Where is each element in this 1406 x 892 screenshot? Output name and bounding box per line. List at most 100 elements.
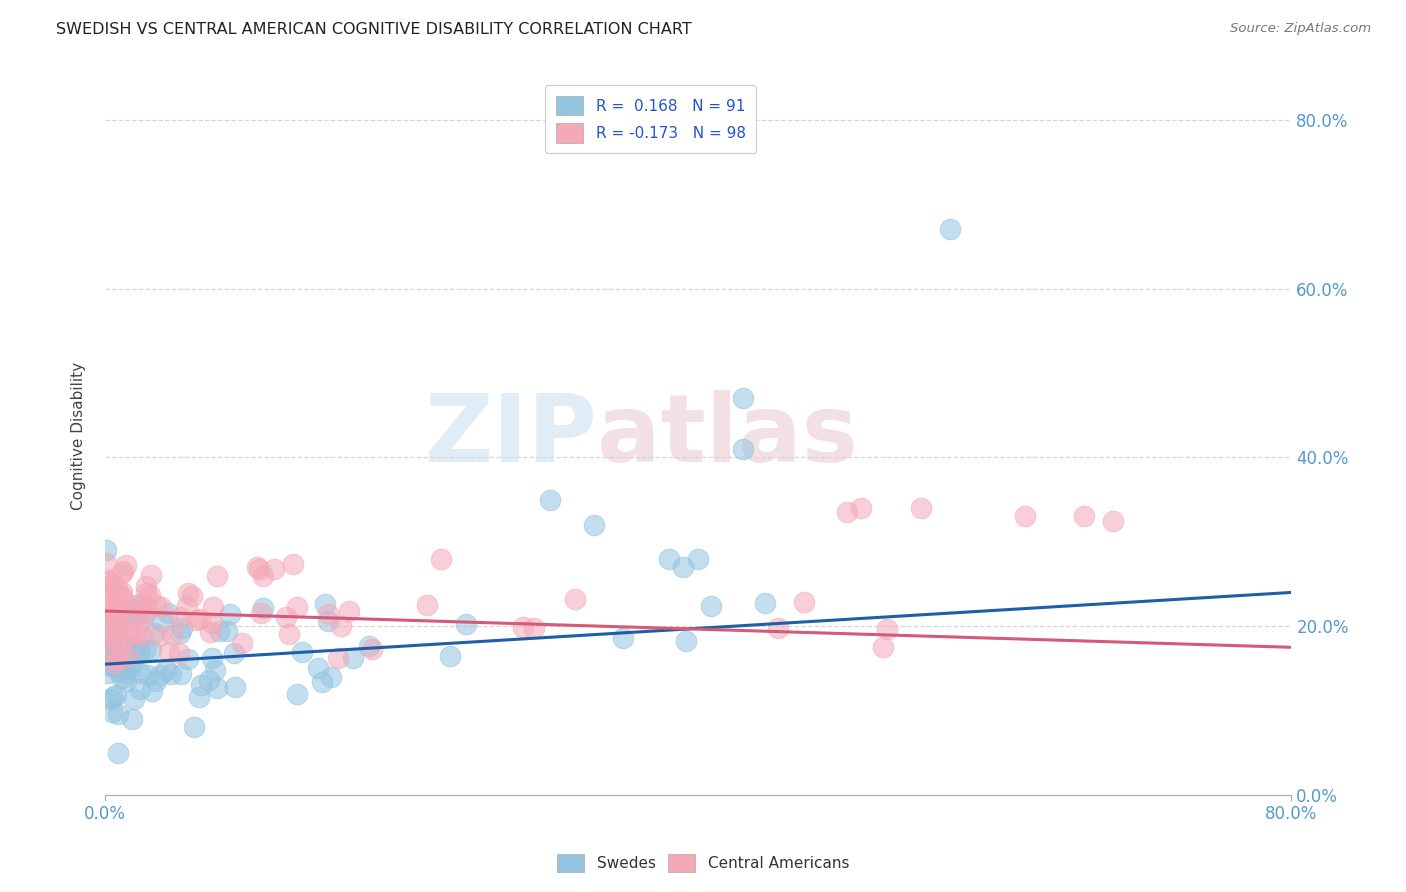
Point: [107, 626, 129, 640]
Point: [157, 645, 180, 659]
Point: [851, 501, 873, 516]
Point: [108, 622, 131, 636]
Point: [105, 689, 128, 703]
Point: [285, 687, 308, 701]
Point: [219, 607, 242, 621]
Point: [224, 681, 246, 695]
Point: [675, 634, 697, 648]
Point: [128, 605, 150, 619]
Point: [124, 600, 146, 615]
Point: [291, 645, 314, 659]
Point: [1073, 509, 1095, 524]
Point: [181, 589, 204, 603]
Point: [120, 626, 142, 640]
Point: [139, 588, 162, 602]
Point: [658, 551, 681, 566]
Point: [96, 574, 118, 589]
Point: [115, 558, 138, 573]
Point: [357, 639, 380, 653]
Point: [117, 624, 139, 638]
Point: [612, 632, 634, 646]
Point: [100, 617, 122, 632]
Point: [307, 661, 329, 675]
Point: [198, 673, 221, 688]
Point: [145, 599, 167, 613]
Point: [117, 601, 139, 615]
Point: [98, 580, 121, 594]
Point: [150, 615, 173, 629]
Point: [107, 649, 129, 664]
Point: [127, 608, 149, 623]
Point: [125, 598, 148, 612]
Point: [430, 551, 453, 566]
Point: [100, 659, 122, 673]
Point: [128, 665, 150, 680]
Point: [104, 603, 127, 617]
Point: [170, 621, 193, 635]
Point: [108, 657, 131, 671]
Point: [754, 596, 776, 610]
Point: [326, 650, 349, 665]
Point: [564, 592, 586, 607]
Point: [454, 617, 477, 632]
Point: [110, 589, 132, 603]
Point: [150, 600, 173, 615]
Point: [224, 646, 246, 660]
Point: [103, 648, 125, 662]
Point: [205, 681, 228, 695]
Point: [311, 675, 333, 690]
Point: [101, 634, 124, 648]
Point: [201, 651, 224, 665]
Point: [96, 543, 118, 558]
Point: [583, 517, 606, 532]
Point: [121, 645, 143, 659]
Point: [103, 658, 125, 673]
Point: [731, 442, 754, 456]
Point: [139, 568, 162, 582]
Point: [360, 642, 382, 657]
Point: [731, 391, 754, 405]
Point: [104, 607, 127, 622]
Point: [96, 645, 118, 659]
Point: [157, 606, 180, 620]
Point: [107, 607, 129, 622]
Point: [283, 557, 305, 571]
Point: [145, 673, 167, 688]
Point: [98, 607, 121, 621]
Point: [120, 661, 142, 675]
Text: atlas: atlas: [598, 391, 859, 483]
Point: [128, 639, 150, 653]
Point: [135, 601, 157, 615]
Text: SWEDISH VS CENTRAL AMERICAN COGNITIVE DISABILITY CORRELATION CHART: SWEDISH VS CENTRAL AMERICAN COGNITIVE DI…: [56, 22, 692, 37]
Point: [252, 569, 274, 583]
Point: [263, 562, 285, 576]
Point: [103, 586, 125, 600]
Point: [129, 615, 152, 630]
Point: [342, 651, 364, 665]
Point: [124, 626, 146, 640]
Point: [939, 222, 962, 236]
Point: [132, 606, 155, 620]
Point: [204, 663, 226, 677]
Point: [139, 643, 162, 657]
Point: [700, 599, 723, 613]
Point: [184, 614, 207, 628]
Point: [105, 580, 128, 594]
Point: [96, 665, 118, 680]
Point: [96, 651, 118, 665]
Point: [160, 627, 183, 641]
Point: [439, 649, 461, 664]
Point: [104, 610, 127, 624]
Point: [190, 612, 212, 626]
Point: [205, 569, 228, 583]
Point: [766, 621, 789, 635]
Point: [141, 684, 163, 698]
Point: [231, 636, 253, 650]
Point: [190, 678, 212, 692]
Y-axis label: Cognitive Disability: Cognitive Disability: [72, 362, 86, 510]
Point: [97, 589, 120, 603]
Point: [160, 666, 183, 681]
Point: [201, 616, 224, 631]
Point: [103, 657, 125, 671]
Point: [321, 670, 343, 684]
